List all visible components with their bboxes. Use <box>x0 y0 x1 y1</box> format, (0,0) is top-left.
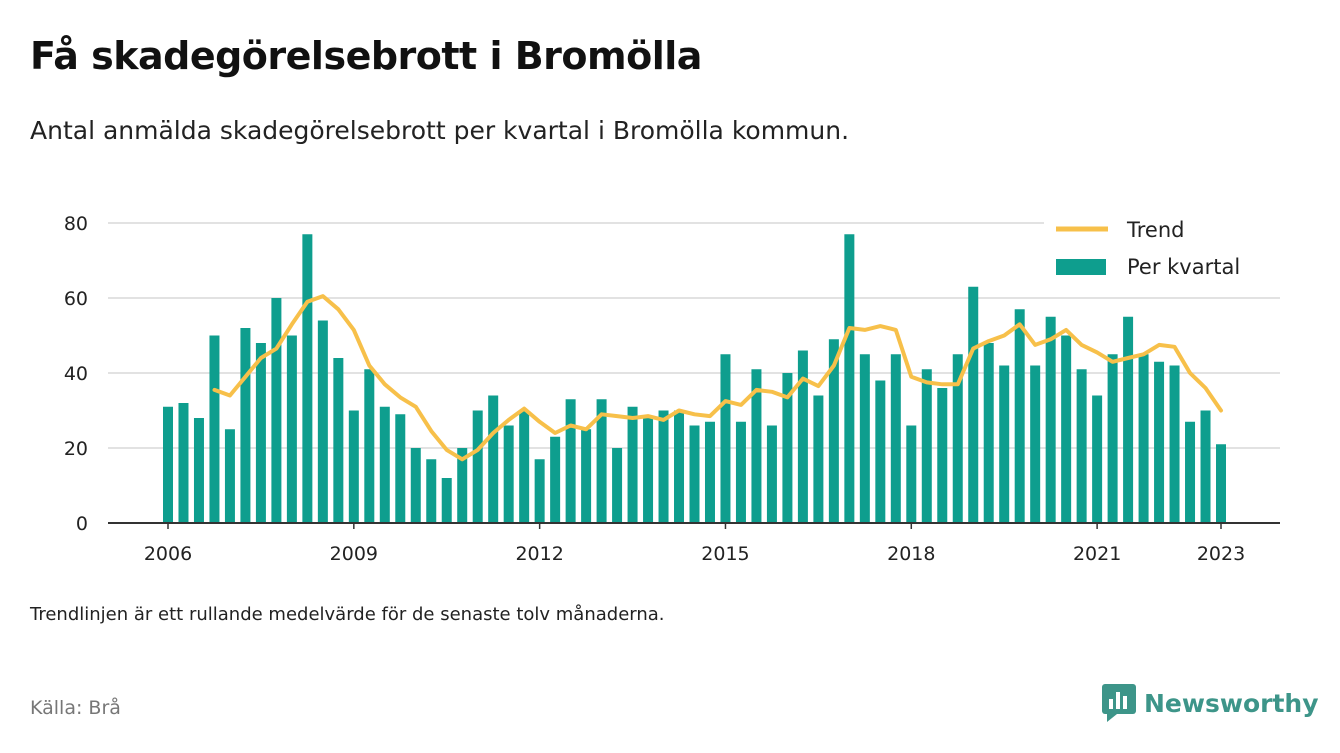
bar <box>163 406 173 523</box>
bar <box>1014 309 1025 523</box>
x-tick-label: 2012 <box>515 543 563 565</box>
brand-name: Newsworthy <box>1144 688 1319 718</box>
bar <box>643 418 654 523</box>
y-tick-label: 20 <box>64 438 88 460</box>
bar <box>317 320 328 523</box>
bar <box>286 335 297 523</box>
trend-note: Trendlinjen är ett rullande medelvärde f… <box>30 604 665 625</box>
bar <box>968 286 979 523</box>
bar <box>1154 361 1165 523</box>
newsworthy-logo-icon <box>1102 684 1136 722</box>
bar <box>1092 395 1103 523</box>
bar <box>581 429 592 523</box>
bar <box>472 410 483 523</box>
bar <box>596 399 607 523</box>
bar-chart: 0 20 40 60 80 2006 2009 2012 2015 2018 2021 2023 Tre… <box>63 210 1280 565</box>
bar <box>255 343 266 523</box>
x-tick-label: 2023 <box>1197 543 1245 565</box>
bar <box>658 410 669 523</box>
legend-swatch-per-kvartal <box>1056 259 1106 275</box>
bar <box>395 414 406 523</box>
bar <box>457 448 468 523</box>
bar <box>240 328 251 523</box>
bar <box>937 388 948 523</box>
bar <box>735 421 746 523</box>
y-tick-label: 80 <box>64 213 88 235</box>
bar <box>193 418 204 523</box>
bar <box>565 399 576 523</box>
chart-subtitle: Antal anmälda skadegörelsebrott per kvar… <box>30 116 850 145</box>
bar <box>503 425 514 523</box>
bar <box>348 410 359 523</box>
bar <box>1138 354 1149 523</box>
bar <box>441 478 452 523</box>
bar <box>875 380 886 523</box>
bar <box>952 354 963 523</box>
y-tick-label: 60 <box>64 288 88 310</box>
bar <box>410 448 421 523</box>
chart-title: Få skadegörelsebrott i Bromölla <box>30 34 702 78</box>
bar <box>766 425 777 523</box>
x-tick-label: 2009 <box>330 543 378 565</box>
bar <box>224 429 235 523</box>
bar <box>689 425 700 523</box>
bar <box>627 406 638 523</box>
bar <box>271 298 282 523</box>
bar <box>1185 421 1196 523</box>
bar <box>797 350 808 523</box>
bar <box>426 459 437 523</box>
bar <box>519 410 530 523</box>
bar <box>906 425 917 523</box>
bar <box>828 339 839 523</box>
bar <box>1216 444 1226 523</box>
bar <box>999 365 1010 523</box>
bar <box>1107 354 1118 523</box>
bar <box>178 403 189 523</box>
bar <box>534 459 545 523</box>
bar <box>1030 365 1041 523</box>
bar <box>1045 316 1056 523</box>
legend-label-per-kvartal: Per kvartal <box>1127 255 1240 279</box>
source-label: Källa: Brå <box>30 697 121 719</box>
bar <box>333 358 344 523</box>
bar <box>674 410 685 523</box>
x-tick-label: 2015 <box>701 543 749 565</box>
bar <box>983 343 994 523</box>
bar <box>813 395 824 523</box>
x-tick-label: 2021 <box>1073 543 1121 565</box>
y-tick-label: 0 <box>76 513 88 535</box>
bar <box>1123 316 1134 523</box>
bar <box>844 234 855 523</box>
bar <box>1061 335 1072 523</box>
bar <box>1169 365 1180 523</box>
bar <box>859 354 870 523</box>
bar <box>704 421 715 523</box>
x-tick-label: 2018 <box>887 543 935 565</box>
bar <box>379 406 390 523</box>
x-tick-label: 2006 <box>144 543 192 565</box>
bar <box>751 369 762 523</box>
y-tick-label: 40 <box>64 363 88 385</box>
bar <box>921 369 932 523</box>
trend-line <box>212 294 1223 462</box>
bar <box>890 354 901 523</box>
legend-background <box>1044 210 1280 292</box>
bar <box>1200 410 1211 523</box>
legend-label-trend: Trend <box>1126 218 1184 242</box>
bar <box>550 436 561 523</box>
bar <box>782 373 793 523</box>
brand-logo: Newsworthy <box>1102 684 1319 722</box>
bar <box>720 354 731 523</box>
bar <box>612 448 623 523</box>
bar <box>364 369 375 523</box>
bar <box>209 335 220 523</box>
bar <box>302 234 313 523</box>
bar <box>488 395 499 523</box>
bar <box>1076 369 1087 523</box>
